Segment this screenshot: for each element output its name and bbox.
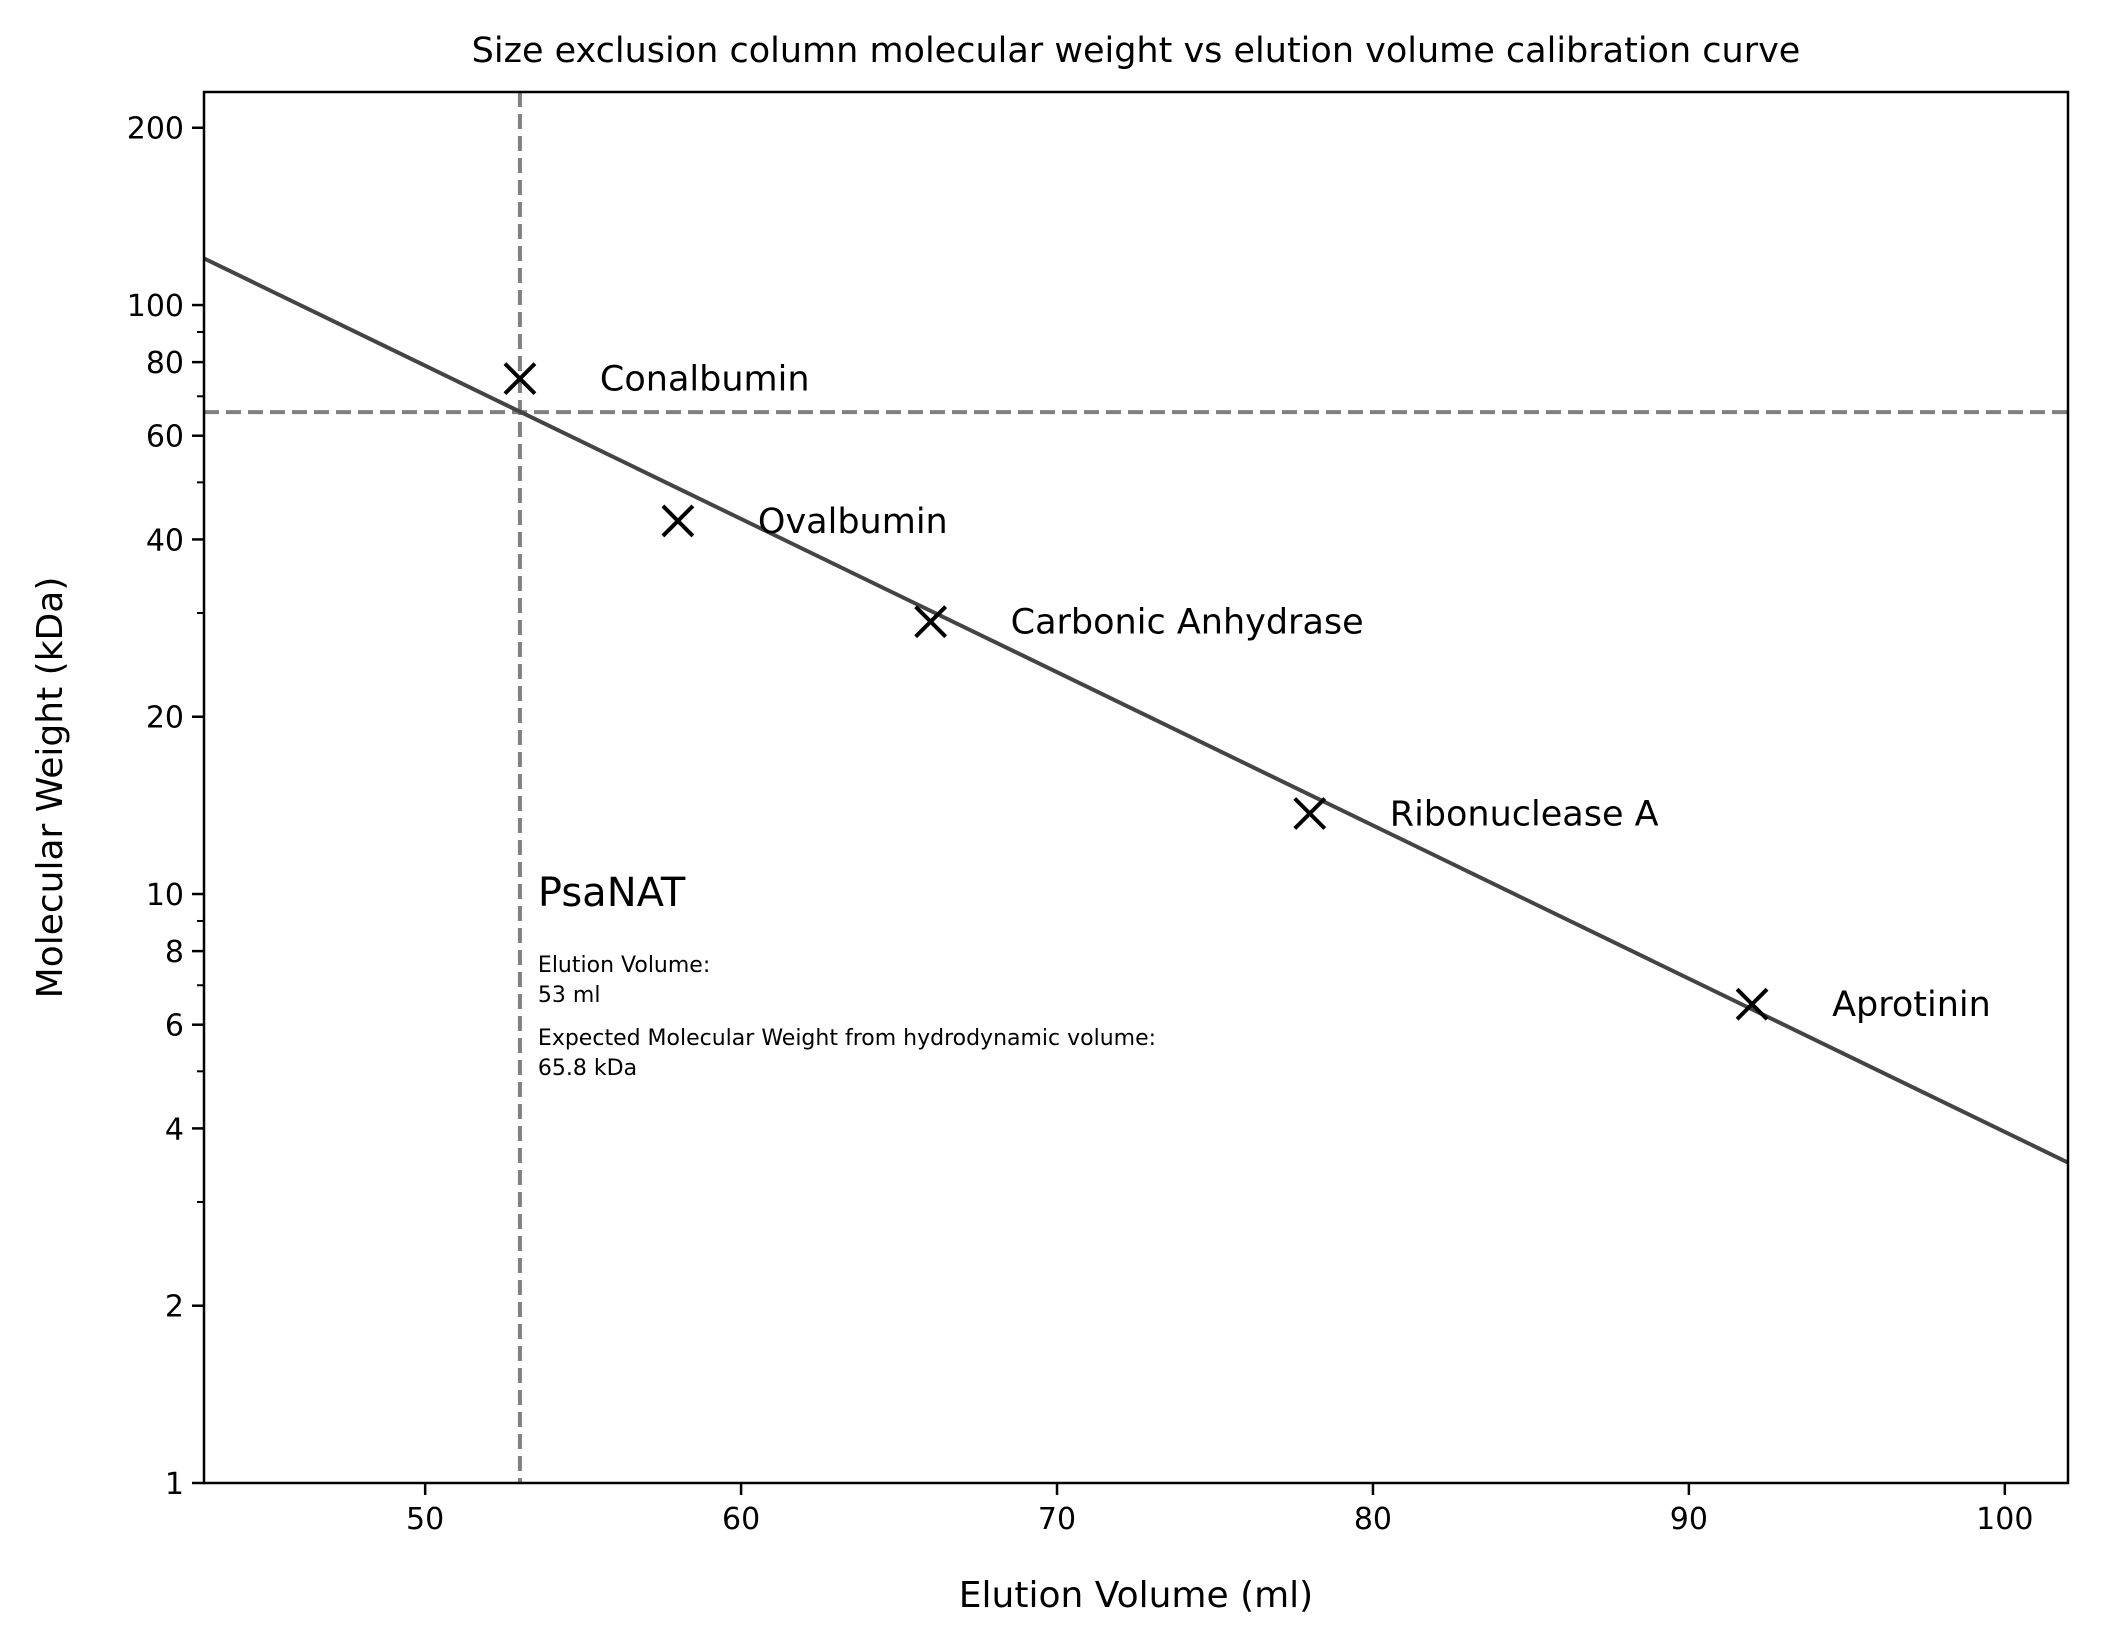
axes: 50 60 70 80 90 100 1 2 4 6 8 10 20 40 60 80 100 200 xyxy=(127,90,2070,1537)
data-point-label: Carbonic Anhydrase xyxy=(1011,603,1364,643)
y-tick-label: 8 xyxy=(165,935,184,970)
y-tick-label: 1 xyxy=(165,1467,184,1502)
data-point-marker xyxy=(1735,987,1769,1021)
plot-content xyxy=(204,92,2068,1483)
y-tick-label: 2 xyxy=(165,1290,184,1325)
x-tick-label: 50 xyxy=(406,1502,444,1537)
y-tick-label: 200 xyxy=(127,112,184,147)
y-tick-label: 40 xyxy=(146,523,184,558)
x-tick-label: 100 xyxy=(1976,1502,2033,1537)
y-tick-label: 100 xyxy=(127,289,184,324)
annotation-line: 65.8 kDa xyxy=(538,1056,637,1081)
y-axis-label: Molecular Weight (kDa) xyxy=(30,577,71,999)
marker-stroke xyxy=(914,605,948,639)
annotation-line: 53 ml xyxy=(538,983,601,1008)
plot-area: Conalbumin Ovalbumin Carbonic Anhydrase Rib… xyxy=(204,92,2068,1483)
data-point-marker xyxy=(661,504,695,538)
data-point-marker xyxy=(503,362,537,396)
y-tick-label: 4 xyxy=(165,1112,184,1147)
data-point-label: Ovalbumin xyxy=(758,502,948,542)
x-tick-label: 90 xyxy=(1670,1502,1708,1537)
y-tick-label: 60 xyxy=(146,420,184,455)
data-point-label: Conalbumin xyxy=(600,360,810,400)
x-tick-label: 70 xyxy=(1038,1502,1076,1537)
y-tick-label: 80 xyxy=(146,346,184,381)
marker-stroke xyxy=(661,504,695,538)
marker-stroke xyxy=(1735,987,1769,1021)
plot-frame xyxy=(202,90,2070,1485)
y-tick-label: 10 xyxy=(146,878,184,913)
annotation-line: Expected Molecular Weight from hydrodyna… xyxy=(538,1026,1156,1051)
x-tick-label: 80 xyxy=(1354,1502,1392,1537)
data-point-marker xyxy=(1293,797,1327,830)
annotation-line: Elution Volume: xyxy=(538,953,710,978)
x-axis-label: Elution Volume (ml) xyxy=(959,1575,1313,1616)
marker-stroke xyxy=(1293,797,1327,830)
y-tick-label: 20 xyxy=(146,701,184,736)
data-point-label: Ribonuclease A xyxy=(1390,794,1659,834)
y-tick-label: 6 xyxy=(165,1009,184,1044)
marker-stroke xyxy=(503,362,537,396)
data-point-marker xyxy=(914,605,948,639)
chart-title: Size exclusion column molecular weight v… xyxy=(472,31,1801,71)
annotation-title: PsaNAT xyxy=(538,870,686,916)
x-tick-label: 60 xyxy=(722,1502,760,1537)
data-point-label: Aprotinin xyxy=(1832,985,1991,1025)
